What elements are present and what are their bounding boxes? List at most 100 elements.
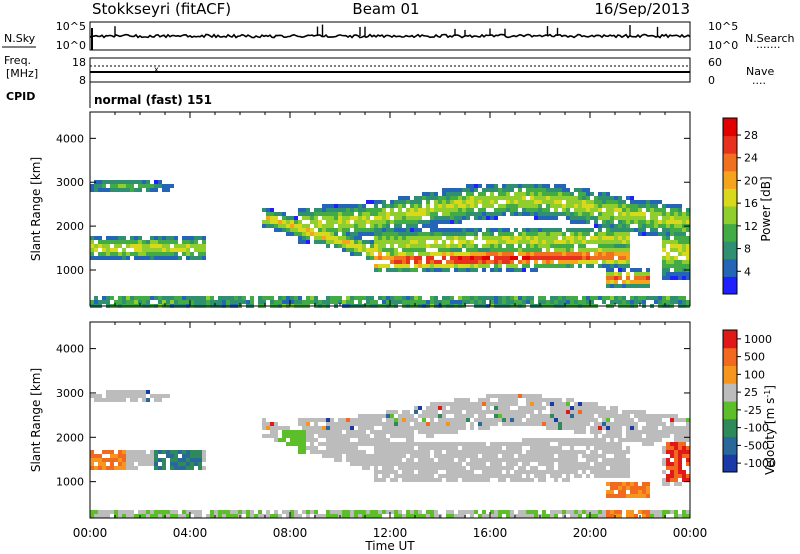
heatmap-cell [486,398,490,402]
heatmap-cell [490,474,494,478]
heatmap-cell [562,260,566,264]
heatmap-cell [414,244,418,248]
heatmap-cell [402,514,406,518]
heatmap-cell [498,402,502,406]
heatmap-cell [310,450,314,454]
heatmap-cell [586,454,590,458]
heatmap-cell [550,470,554,474]
heatmap-cell [542,256,546,260]
heatmap-cell [614,414,618,418]
heatmap-cell [554,300,558,304]
heatmap-cell [662,470,666,474]
heatmap-cell [158,394,162,398]
heatmap-cell [342,300,346,304]
heatmap-cell [154,462,158,466]
heatmap-cell [618,422,622,426]
heatmap-cell [494,514,498,518]
heatmap-cell [490,236,494,240]
heatmap-cell [602,434,606,438]
heatmap-cell [178,300,182,304]
heatmap-cell [494,466,498,470]
heatmap-cell [434,216,438,220]
heatmap-cell [410,228,414,232]
heatmap-cell [434,462,438,466]
heatmap-cell [594,240,598,244]
heatmap-cell [606,228,610,232]
heatmap-cell [130,458,134,462]
heatmap-cell [282,300,286,304]
heatmap-cell [666,446,670,450]
heatmap-cell [382,296,386,300]
heatmap-cell [506,406,510,410]
heatmap-cell [450,422,454,426]
heatmap-cell [570,450,574,454]
heatmap-cell [182,510,186,514]
heatmap-cell [526,470,530,474]
heatmap-cell [362,248,366,252]
heatmap-cell [670,276,674,280]
heatmap-cell [90,188,94,192]
heatmap-cell [402,232,406,236]
heatmap-cell [166,450,170,454]
heatmap-cell [102,466,106,470]
heatmap-cell [478,252,482,256]
heatmap-cell [374,462,378,466]
heatmap-cell [298,232,302,236]
heatmap-cell [378,458,382,462]
heatmap-cell [514,410,518,414]
heatmap-cell [502,232,506,236]
heatmap-cell [350,514,354,518]
heatmap-cell [614,510,618,514]
heatmap-cell [434,228,438,232]
heatmap-cell [202,450,206,454]
heatmap-cell [646,204,650,208]
heatmap-cell [606,204,610,208]
heatmap-cell [598,240,602,244]
heatmap-cell [290,228,294,232]
heatmap-cell [382,458,386,462]
heatmap-cell [550,426,554,430]
heatmap-cell [630,296,634,300]
heatmap-cell [570,192,574,196]
heatmap-cell [118,398,122,402]
heatmap-cell [506,514,510,518]
heatmap-cell [362,204,366,208]
heatmap-cell [562,236,566,240]
heatmap-cell [174,466,178,470]
heatmap-cell [674,466,678,470]
heatmap-cell [458,398,462,402]
heatmap-cell [386,470,390,474]
heatmap-cell [290,442,294,446]
heatmap-cell [578,430,582,434]
heatmap-cell [118,454,122,458]
heatmap-cell [138,458,142,462]
heatmap-cell [126,244,130,248]
heatmap-cell [282,220,286,224]
heatmap-cell [638,486,642,490]
heatmap-cell [494,260,498,264]
heatmap-cell [402,248,406,252]
heatmap-cell [334,442,338,446]
heatmap-cell [494,394,498,398]
y-tick-label: 4000 [56,343,84,356]
heatmap-cell [410,438,414,442]
heatmap-cell [594,434,598,438]
heatmap-cell [650,220,654,224]
heatmap-cell [678,466,682,470]
heatmap-cell [502,296,506,300]
heatmap-cell [430,212,434,216]
heatmap-cell [354,204,358,208]
heatmap-cell [382,446,386,450]
heatmap-cell [474,406,478,410]
heatmap-cell [506,470,510,474]
heatmap-cell [414,406,418,410]
heatmap-cell [434,224,438,228]
heatmap-cell [306,228,310,232]
heatmap-cell [378,470,382,474]
heatmap-cell [514,256,518,260]
heatmap-cell [526,200,530,204]
heatmap-cell [578,422,582,426]
heatmap-cell [590,228,594,232]
heatmap-cell [390,200,394,204]
heatmap-cell [198,462,202,466]
